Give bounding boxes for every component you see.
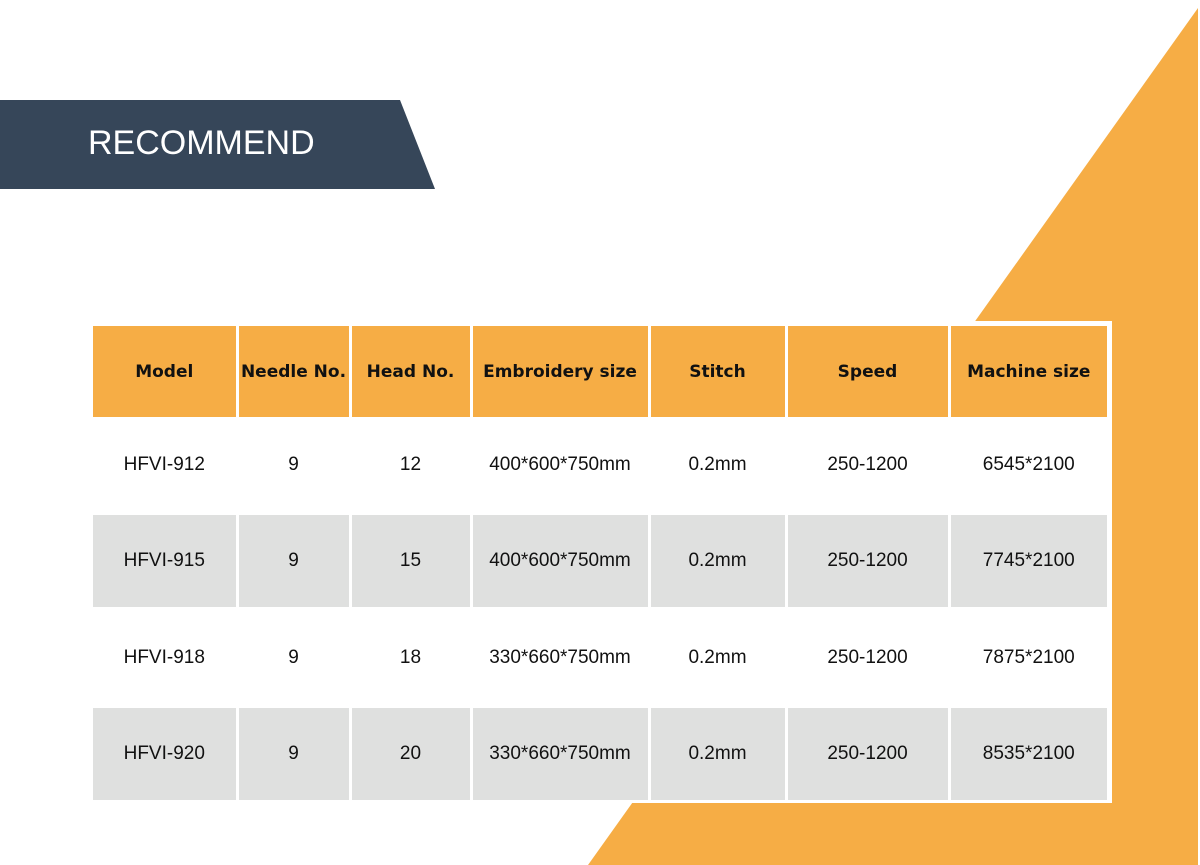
row-gap (93, 512, 1107, 515)
table-cell: HFVI-915 (93, 515, 239, 607)
table-cell: 8535*2100 (949, 708, 1107, 800)
gap-cell (93, 512, 1107, 515)
column-header: Machine size (949, 326, 1107, 417)
table-cell: 9 (237, 708, 352, 800)
column-header: Speed (786, 326, 951, 417)
gap-cell (93, 607, 1107, 610)
table-cell: 18 (350, 610, 473, 705)
table-cell: 400*600*750mm (471, 515, 651, 607)
table-row: HFVI-915 9 15 400*600*750mm 0.2mm 250-1200 774… (93, 515, 1107, 607)
table-cell: 0.2mm (649, 610, 788, 705)
table-cell: 9 (237, 610, 352, 705)
table-cell: 250-1200 (786, 708, 951, 800)
column-header: Model (93, 326, 239, 417)
table-cell: 7745*2100 (949, 515, 1107, 607)
table-cell: HFVI-912 (93, 417, 239, 512)
gap-cell (93, 705, 1107, 708)
table-cell: 9 (237, 417, 352, 512)
table-row: HFVI-918 9 18 330*660*750mm 0.2mm 250-1200 787… (93, 610, 1107, 705)
table-cell: HFVI-918 (93, 610, 239, 705)
table-cell: 20 (350, 708, 473, 800)
table-cell: 15 (350, 515, 473, 607)
table-cell: 9 (237, 515, 352, 607)
column-header: Embroidery size (471, 326, 651, 417)
table-cell: 7875*2100 (982, 646, 1075, 668)
banner-shape (0, 100, 435, 189)
table-cell: 0.2mm (649, 417, 788, 512)
row-gap (93, 705, 1107, 708)
column-header: Head No. (350, 326, 473, 417)
table-cell: 0.2mm (649, 515, 788, 607)
table-cell: 12 (350, 417, 473, 512)
table-cell: 250-1200 (786, 417, 951, 512)
table-cell: 400*600*750mm (471, 417, 651, 512)
table-cell: 0.2mm (649, 708, 788, 800)
table-cell: 330*660*750mm (471, 708, 651, 800)
table-cell: HFVI-920 (93, 708, 239, 800)
table-row: HFVI-912 9 12 400*600*750mm 0.2mm 250-1200 654… (93, 417, 1107, 512)
table-cell: 330*660*750mm (471, 610, 651, 705)
column-header: Needle No. (237, 326, 352, 417)
table-cell: 6545*2100 (982, 453, 1075, 475)
row-gap (93, 607, 1107, 610)
table-header: Model Needle No. Head No. Embroidery size St… (93, 326, 1107, 417)
spec-table: Model Needle No. Head No. Embroidery size St… (93, 326, 1107, 800)
table-cell: 250-1200 (786, 515, 951, 607)
banner-title: RECOMMEND (88, 124, 315, 162)
table-cell: 250-1200 (786, 610, 951, 705)
column-header: Stitch (649, 326, 788, 417)
table-row: HFVI-920 9 20 330*660*750mm 0.2mm 250-1200 853… (93, 708, 1107, 800)
